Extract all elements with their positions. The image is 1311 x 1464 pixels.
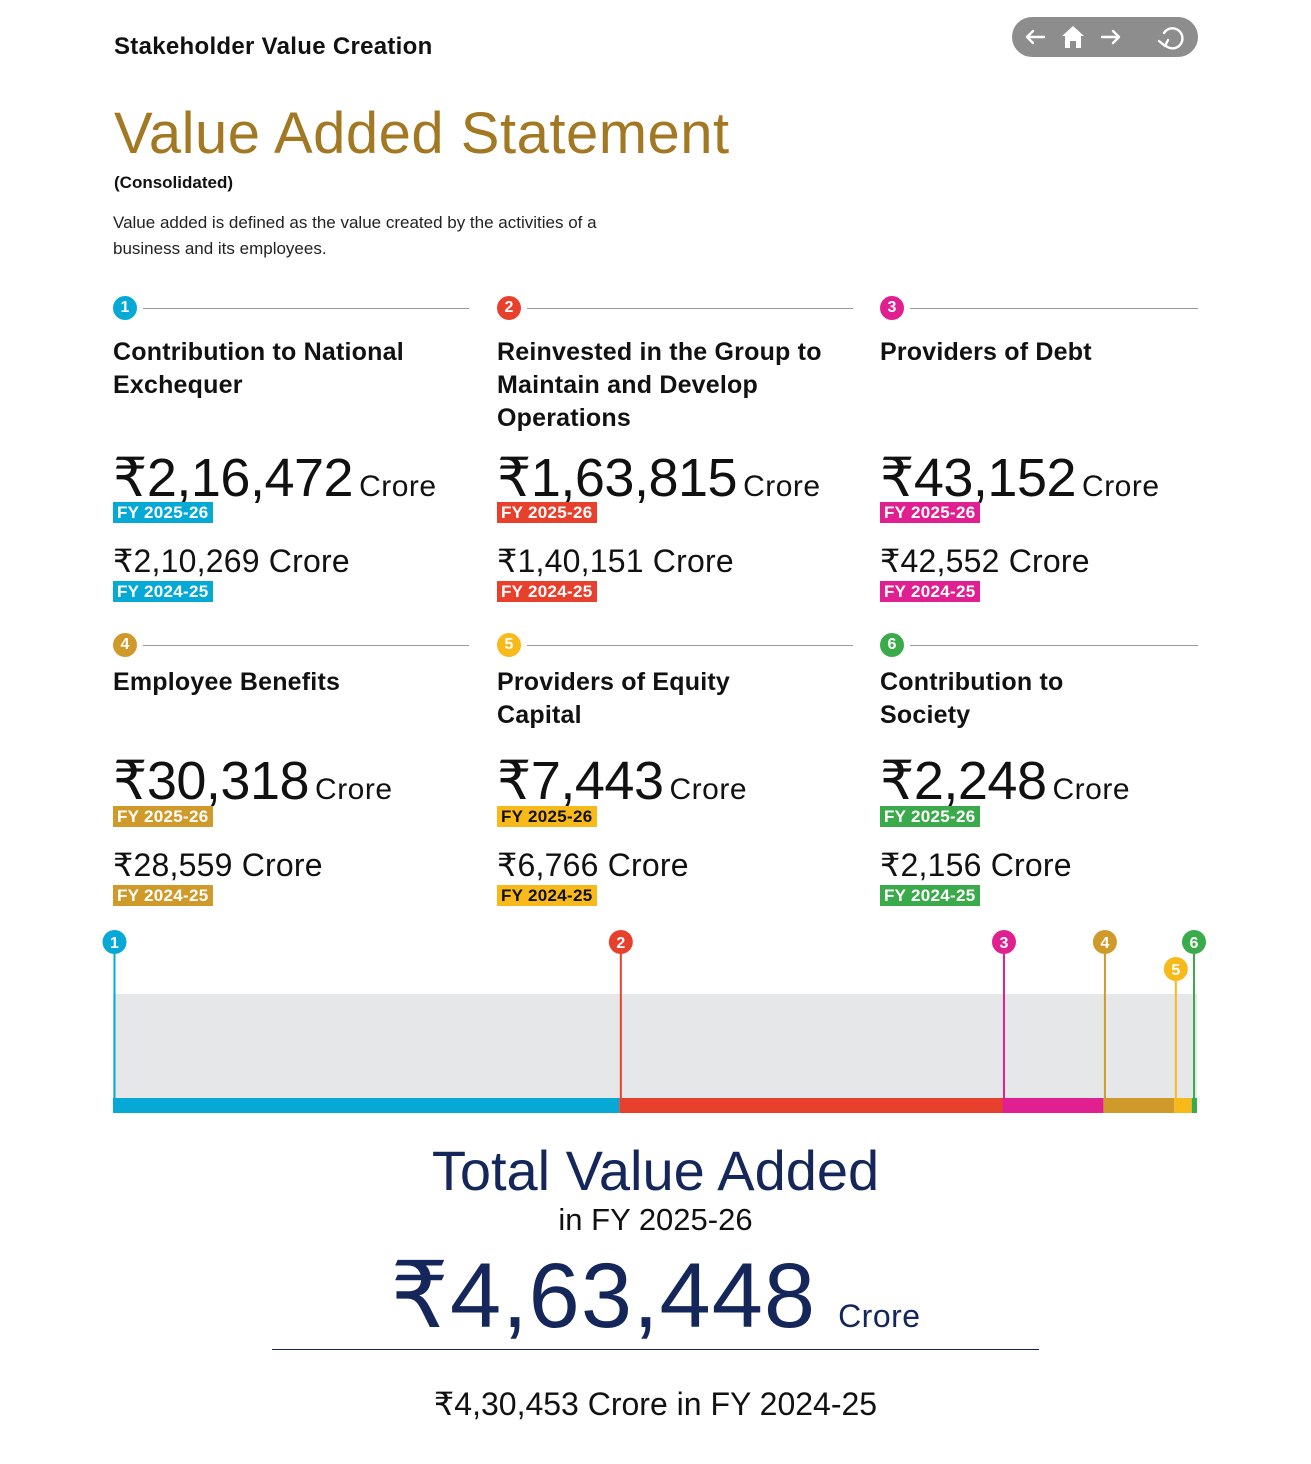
current-value-line: ₹2,248 Crore xyxy=(880,749,1130,812)
stakeholder-card-reinvested: 2 Reinvested in the Group to Maintain an… xyxy=(497,296,857,602)
page-title: Value Added Statement xyxy=(114,101,730,166)
bar-marker-label-6: 6 xyxy=(1190,935,1199,952)
current-value: ₹43,152 xyxy=(880,448,1077,508)
bar-marker-label-1: 1 xyxy=(110,935,119,952)
card-heading: Employee Benefits xyxy=(113,668,341,696)
bar-marker-label-3: 3 xyxy=(1000,935,1009,952)
card-number-badge: 3 xyxy=(880,296,904,320)
stakeholder-card-society: 6 Contribution to Society ₹2,248 Crore FY… xyxy=(880,633,1198,933)
bar-segment-3 xyxy=(1002,1098,1104,1113)
total-title: Total Value Added xyxy=(431,1139,880,1202)
stakeholder-card-employee-benefits: 4 Employee Benefits ₹30,318 Crore FY 2025… xyxy=(113,633,473,933)
bar-marker-badge-6 xyxy=(1182,930,1206,954)
current-fy-tag: FY 2025-26 xyxy=(113,806,213,827)
current-value-line: ₹2,16,472 Crore xyxy=(113,446,437,509)
previous-value: ₹42,552 Crore xyxy=(880,543,1090,579)
current-fy-tag: FY 2025-26 xyxy=(497,502,597,523)
previous-value: ₹2,10,269 Crore xyxy=(113,543,350,579)
previous-value: ₹6,766 Crore xyxy=(497,847,689,883)
card-number-badge: 4 xyxy=(113,633,137,657)
card-heading: Contribution to National Exchequer xyxy=(113,338,404,399)
previous-fy-tag: FY 2024-25 xyxy=(497,581,597,602)
previous-value: ₹2,156 Crore xyxy=(880,847,1072,883)
page-description: Value added is defined as the value crea… xyxy=(113,213,597,258)
stakeholder-card-national-exchequer: 1 Contribution to National Exchequer ₹2,… xyxy=(113,296,473,602)
bar-marker-badge-2 xyxy=(608,930,633,954)
current-value: ₹2,248 xyxy=(880,751,1047,811)
card-heading: Contribution to Society xyxy=(880,668,1064,729)
bar-marker-badge-3 xyxy=(991,930,1016,954)
back-icon[interactable] xyxy=(1022,25,1048,49)
card-number-badge: 2 xyxy=(497,296,521,320)
current-value-line: ₹1,63,815 Crore xyxy=(497,446,821,509)
current-value-line: ₹30,318 Crore xyxy=(113,749,393,812)
bar-segment-5 xyxy=(1174,1098,1192,1113)
value-distribution-bar-chart: 1 2 3 4 56 xyxy=(102,930,1206,1113)
navigation-bar xyxy=(1012,17,1198,57)
current-unit: Crore xyxy=(669,773,748,806)
current-value-line: ₹43,152 Crore xyxy=(880,446,1160,509)
previous-fy-tag: FY 2024-25 xyxy=(497,885,597,906)
bar-background xyxy=(113,994,1197,1098)
forward-icon[interactable] xyxy=(1098,25,1124,49)
section-title: Stakeholder Value Creation xyxy=(114,33,433,60)
bar-marker-badge-5 xyxy=(1163,957,1188,981)
current-value: ₹1,63,815 xyxy=(497,448,738,508)
refresh-icon[interactable] xyxy=(1156,23,1186,53)
bar-segment-1 xyxy=(113,1098,620,1113)
current-fy-tag: FY 2025-26 xyxy=(113,502,213,523)
card-number-badge: 6 xyxy=(880,633,904,657)
current-unit: Crore xyxy=(743,470,821,503)
current-value: ₹7,443 xyxy=(497,751,664,811)
previous-fy-tag: FY 2024-25 xyxy=(880,885,980,906)
current-unit: Crore xyxy=(315,773,393,806)
current-value-line: ₹7,443 Crore xyxy=(497,749,747,812)
bar-marker-badge-4 xyxy=(1092,930,1117,954)
current-value: ₹30,318 xyxy=(113,751,310,811)
previous-value: ₹1,40,151 Crore xyxy=(497,543,734,579)
bar-marker-label-4: 4 xyxy=(1100,935,1109,952)
current-fy-tag: FY 2025-26 xyxy=(880,502,980,523)
stakeholder-card-equity-capital: 5 Providers of Equity Capital ₹7,443 Cror… xyxy=(497,633,857,933)
card-heading: Reinvested in the Group to Maintain and … xyxy=(497,338,822,432)
previous-fy-tag: FY 2024-25 xyxy=(113,885,213,906)
total-divider xyxy=(272,1349,1039,1350)
card-heading: Providers of Equity Capital xyxy=(497,668,731,729)
total-value: ₹4,63,448 xyxy=(390,1245,817,1347)
card-heading: Providers of Debt xyxy=(880,338,1092,366)
bar-marker-label-5: 5 xyxy=(1171,962,1180,979)
previous-fy-tag: FY 2024-25 xyxy=(113,581,213,602)
bar-segment-4 xyxy=(1103,1098,1175,1113)
total-subtitle: in FY 2025-26 xyxy=(558,1202,753,1237)
card-number-badge: 5 xyxy=(497,633,521,657)
current-fy-tag: FY 2025-26 xyxy=(880,806,980,827)
bar-marker-badge-1 xyxy=(102,930,127,954)
previous-fy-tag: FY 2024-25 xyxy=(880,581,980,602)
stakeholder-card-debt: 3 Providers of Debt ₹43,152 Crore FY 2025… xyxy=(880,296,1198,602)
total-unit: Crore xyxy=(838,1298,921,1334)
card-divider xyxy=(527,645,853,646)
current-unit: Crore xyxy=(1082,470,1160,503)
previous-value: ₹28,559 Crore xyxy=(113,847,323,883)
card-divider xyxy=(910,308,1198,309)
card-divider xyxy=(910,645,1198,646)
current-unit: Crore xyxy=(359,470,437,503)
previous-total: ₹4,30,453 Crore in FY 2024-25 xyxy=(433,1386,878,1422)
bar-marker-label-2: 2 xyxy=(616,935,625,952)
card-divider xyxy=(143,645,469,646)
total-value-line: ₹4,63,448 Crore xyxy=(0,1242,1311,1349)
page-subtitle: (Consolidated) xyxy=(114,173,233,192)
bar-segment-2 xyxy=(619,1098,1003,1113)
card-divider xyxy=(527,308,853,309)
current-unit: Crore xyxy=(1052,773,1131,806)
card-number-badge: 1 xyxy=(113,296,137,320)
current-fy-tag: FY 2025-26 xyxy=(497,806,597,827)
card-divider xyxy=(143,308,469,309)
current-value: ₹2,16,472 xyxy=(113,448,354,508)
home-icon[interactable] xyxy=(1059,23,1085,48)
